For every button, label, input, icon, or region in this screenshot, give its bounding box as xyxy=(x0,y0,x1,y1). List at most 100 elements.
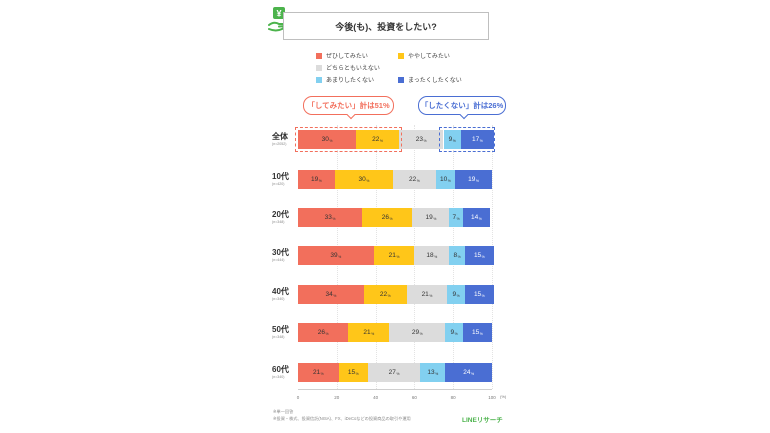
bar-segment-want-somewhat: 30% xyxy=(334,170,394,189)
data-label: 19 xyxy=(468,176,476,183)
row-label: 全体 (n=2052) xyxy=(272,132,298,147)
data-label-unit: % xyxy=(318,178,322,183)
bar-segment-not-at-all: 15% xyxy=(462,323,492,342)
data-label-unit: % xyxy=(457,254,461,259)
data-label-unit: % xyxy=(475,178,479,183)
data-label: 22 xyxy=(372,136,380,143)
highlight-negative-box xyxy=(438,127,495,152)
bar-segment-not-much: 9% xyxy=(445,323,463,342)
bar-segment-neutral: 19% xyxy=(412,208,450,227)
data-label: 15 xyxy=(473,252,482,259)
bar-segment-not-at-all: 15% xyxy=(464,285,494,304)
data-label-unit: % xyxy=(338,254,342,259)
bar-segment-not-much: 9% xyxy=(447,285,465,304)
data-label: 34 xyxy=(325,291,333,298)
bar-segment-want-somewhat: 15% xyxy=(338,363,368,382)
callout-negative-text: 「したくない」計は26% xyxy=(420,101,504,110)
bar-segment-not-much: 7% xyxy=(449,208,463,227)
bar-segment-want-somewhat: 26% xyxy=(362,208,413,227)
data-label: 30 xyxy=(321,136,329,143)
data-label: 9 xyxy=(450,329,455,336)
bar-segment-want-definitely: 39% xyxy=(298,246,374,265)
bar-segment-not-at-all: 24% xyxy=(445,363,492,382)
bar-segment-not-at-all: 19% xyxy=(455,170,492,189)
data-label: 15 xyxy=(472,329,480,336)
bar-segment-want-definitely: 30% xyxy=(298,130,357,149)
bar-segment-neutral: 18% xyxy=(414,246,450,265)
x-tick-label: 20 xyxy=(334,395,340,400)
data-label: 27 xyxy=(388,369,396,376)
legend-swatch-neutral xyxy=(316,64,322,71)
bar-segment-want-somewhat: 22% xyxy=(356,130,399,149)
category-label: 10代 xyxy=(272,172,289,181)
data-label-unit: % xyxy=(435,371,439,376)
bar-segment-neutral: 27% xyxy=(367,363,421,382)
legend-label-not-at-all: まったくしたくない xyxy=(408,78,462,84)
legend-item-neutral: どちらともいえない xyxy=(316,63,380,72)
footnote-2: ※投資・株式、投資信託(NISA)、FX、iDeCoなどの投資商品の取引や運用 xyxy=(273,416,411,421)
data-label-unit: % xyxy=(329,138,333,143)
bar-segment-neutral: 21% xyxy=(406,285,448,304)
data-label-unit: % xyxy=(452,138,456,143)
bar-segment-want-somewhat: 21% xyxy=(348,323,390,342)
data-label-unit: % xyxy=(387,293,391,298)
bar-segment-not-much: 13% xyxy=(420,363,446,382)
data-label-unit: % xyxy=(419,331,423,336)
legend-item-not-at-all: まったくしたくない xyxy=(398,75,462,84)
data-label-unit: % xyxy=(423,138,427,143)
category-label: 50代 xyxy=(272,325,289,334)
data-label: 30 xyxy=(358,176,366,183)
bar-segment-not-much: 8% xyxy=(449,246,465,265)
data-label: 22 xyxy=(379,291,388,298)
data-label-unit: % xyxy=(396,371,400,376)
data-label-unit: % xyxy=(333,293,337,298)
data-label-unit: % xyxy=(389,216,393,221)
bar-segment-want-somewhat: 21% xyxy=(373,246,415,265)
category-label: 20代 xyxy=(272,210,289,219)
callout-positive-text: 「してみたい」計は51% xyxy=(307,101,390,110)
row-label: 10代 (n=420) xyxy=(272,172,298,187)
x-axis-line xyxy=(298,389,492,390)
data-label-unit: % xyxy=(479,138,483,143)
data-label-unit: % xyxy=(434,254,438,259)
legend-label-want-somewhat: ややしてみたい xyxy=(408,54,450,60)
data-label: 17 xyxy=(472,136,480,143)
data-label: 39 xyxy=(330,252,338,259)
bar-segment-want-definitely: 33% xyxy=(298,208,363,227)
bar-segment-want-definitely: 19% xyxy=(298,170,335,189)
x-tick-label: 80 xyxy=(450,395,456,400)
data-label-unit: % xyxy=(479,331,483,336)
data-label-unit: % xyxy=(416,178,420,183)
x-tick-label: 0 xyxy=(296,395,300,400)
data-label: 21 xyxy=(312,369,321,376)
data-label: 21 xyxy=(363,329,371,336)
data-label-unit: % xyxy=(456,216,460,221)
legend-label-neutral: どちらともいえない xyxy=(326,66,380,72)
footnote-1: ※単一回答 xyxy=(273,409,294,414)
category-label: 40代 xyxy=(272,287,289,296)
data-label-unit: % xyxy=(396,254,400,259)
category-sample-size: (n=348) xyxy=(272,335,285,339)
x-tick-label: 100 xyxy=(488,395,496,400)
data-label: 9 xyxy=(448,136,453,143)
data-label: 33 xyxy=(324,214,332,221)
data-label-unit: % xyxy=(429,293,433,298)
data-label-unit: % xyxy=(366,178,370,183)
bar-segment-want-definitely: 21% xyxy=(298,363,339,382)
data-label: 26 xyxy=(381,214,390,221)
legend-item-not-much: あまりしたくない xyxy=(316,75,374,84)
data-label: 8 xyxy=(453,252,458,259)
row-label: 40代 (n=340) xyxy=(272,287,298,302)
row-label: 30代 (n=444) xyxy=(272,248,298,263)
svg-text:¥: ¥ xyxy=(276,9,281,19)
data-label-unit: % xyxy=(379,138,383,143)
data-label-unit: % xyxy=(454,331,458,336)
data-label: 21 xyxy=(388,252,396,259)
data-label-unit: % xyxy=(355,371,359,376)
category-sample-size: (n=348) xyxy=(272,220,285,224)
data-label: 13 xyxy=(427,369,435,376)
brand-logo: LINEリサーチ xyxy=(462,417,503,424)
data-label: 15 xyxy=(347,369,356,376)
bar-segment-not-at-all: 17% xyxy=(460,130,494,149)
bar-segment-want-definitely: 26% xyxy=(298,323,349,342)
